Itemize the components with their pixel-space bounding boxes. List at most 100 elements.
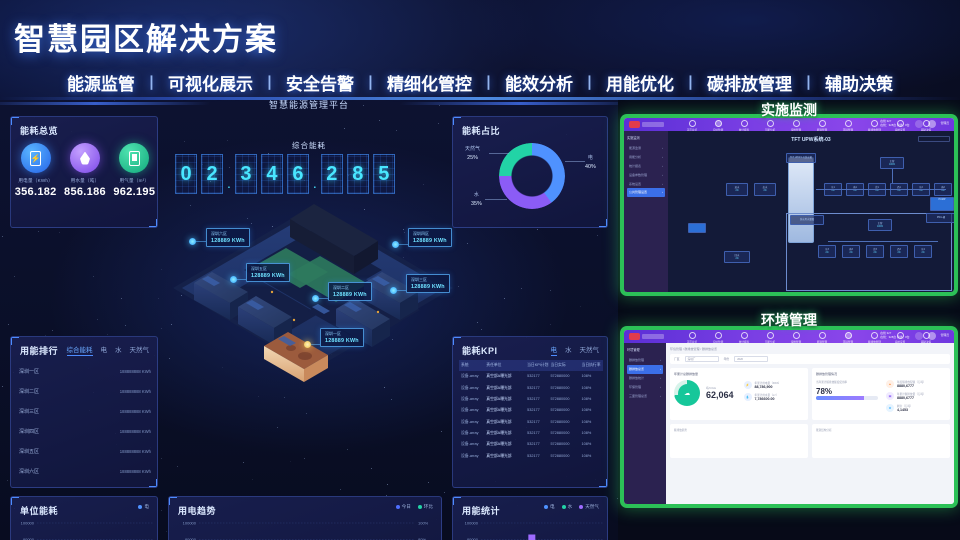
metric-row: ⚡ 年累计用电量（KWh） 88,786,900 [744, 381, 781, 389]
sidebar-item[interactable]: 碳排放管理 › [627, 356, 663, 365]
notification-bell-icon[interactable] [915, 332, 923, 340]
app-nav-item[interactable]: 统计报表 [738, 332, 750, 344]
app-nav-item[interactable]: 碳排放管理 [868, 332, 880, 344]
ranking-row: 深圳二区 188888888 KWh [11, 381, 158, 401]
table-cell: 真空部A曝光部 [486, 408, 527, 413]
table-cell: 设备-array [461, 442, 486, 447]
table-cell: 108% [582, 386, 601, 391]
ranking-tabs[interactable]: 综合能耗电水天然气 [67, 344, 150, 356]
table-cell: 532177 [527, 420, 550, 425]
plant-select[interactable]: 深圳厂 [685, 356, 719, 362]
legend-label: 天然气 [585, 504, 599, 510]
avatar[interactable] [928, 332, 936, 340]
sidebar-items[interactable]: 碳排放管理 › 碳排放总览 › 碳排放统计 › 环保管理 › 三废管理总览 › [627, 356, 663, 400]
app-nav-item[interactable]: 实时监测 [712, 120, 724, 132]
app-nav-item[interactable]: 实时监测 [712, 332, 724, 344]
year-select[interactable]: 2020 [734, 356, 768, 362]
notification-bell-icon[interactable] [915, 120, 923, 128]
sidebar-items[interactable]: 能源监测 › 用能分析 › 统计报表 › 设备参数管理 › 系统设置 › 公共管理设置 › [627, 144, 665, 197]
sidebar-item[interactable]: 碳排放统计 › [627, 374, 663, 383]
map-marker-1[interactable]: 深圳六区 128889 KWh [206, 228, 250, 247]
table-cell: 572880000 [550, 374, 581, 379]
sidebar-item[interactable]: 统计报表 › [627, 162, 665, 171]
app-name [642, 334, 664, 339]
sidebar-item[interactable]: 三废管理总览 › [627, 391, 663, 400]
leaf-icon: ✿ [886, 404, 894, 412]
screenshot-root: 智慧园区解决方案 能源监管丨可视化展示丨安全告警丨精细化管控丨能效分析丨用能优化… [0, 0, 960, 540]
app-nav-item[interactable]: 能源管理 [816, 332, 828, 344]
app-nav-item[interactable]: 环境管理 [842, 120, 854, 132]
map-marker-5[interactable]: 深圳四区 128889 KWh [408, 228, 452, 247]
nav-item-5[interactable]: 用能优化 [599, 70, 681, 95]
avatar[interactable] [928, 120, 936, 128]
app-nav-item[interactable]: 首页总览 [686, 120, 698, 132]
map-marker-6[interactable]: 深圳三区 128889 KWh [406, 274, 450, 293]
sidebar-item[interactable]: 碳排放总览 › [627, 365, 663, 374]
gas-icon [119, 143, 149, 173]
ranking-tab[interactable]: 综合能耗 [67, 344, 93, 356]
kpi-tab[interactable]: 水 [565, 344, 572, 356]
chart-legend: 今日 环比 [396, 504, 433, 510]
sidebar-item[interactable]: 环保管理 › [627, 382, 663, 391]
screenshot-monitoring[interactable]: 首页总览 实时监测 统计报表 节能分析 运维管理 能源管理 环境管理 碳排放管理 系统设置 辅助决… [624, 118, 954, 292]
app-nav-item[interactable]: 首页总览 [686, 332, 698, 344]
composite-energy-digits: 02.346.285 [175, 154, 395, 194]
nav-item-2[interactable]: 安全告警 [279, 70, 361, 95]
table-cell: 108% [582, 442, 601, 447]
app-nav-item[interactable]: 节能分析 [764, 332, 776, 344]
nav-item-3[interactable]: 精细化管控 [380, 70, 479, 95]
diagram-node: 回水 x% [724, 251, 750, 263]
digit-2: 3 [235, 154, 257, 194]
app-topbar: 首页总览 实时监测 统计报表 节能分析 运维管理 能源管理 环境管理 碳排放管理 系统设置 辅助决… [624, 330, 954, 343]
sidebar-item[interactable]: 用能分析 › [627, 153, 665, 162]
app-nav-item[interactable]: 统计报表 [738, 120, 750, 132]
app-logo-icon [629, 121, 640, 128]
table-cell: 532177 [527, 408, 550, 413]
ranking-tab[interactable]: 水 [115, 344, 122, 356]
nav-item-1[interactable]: 可视化展示 [161, 70, 260, 95]
app-nav-item[interactable]: 运维管理 [790, 332, 802, 344]
kpi-tab[interactable]: 天然气 [580, 344, 600, 356]
ranking-tab[interactable]: 电 [101, 344, 108, 356]
filter-bar[interactable]: 厂区 深圳厂 年份 2020 [670, 354, 950, 364]
screenshot-environment[interactable]: 首页总览 实时监测 统计报表 节能分析 运维管理 能源管理 环境管理 碳排放管理 系统设置 辅助决… [624, 330, 954, 504]
table-cell: 532177 [527, 397, 550, 402]
app-nav-item[interactable]: 能源管理 [816, 120, 828, 132]
sidebar-item[interactable]: 设备参数管理 › [627, 170, 665, 179]
nav-item-4[interactable]: 能效分析 [498, 70, 580, 95]
ranking-tab[interactable]: 天然气 [130, 344, 150, 356]
electricity-icon: ⚡ [744, 381, 752, 389]
app-sidebar: 实施监测 能源监测 › 用能分析 › 统计报表 › 设备参数管理 › 系统设置 › 公共管理设置 › [624, 131, 668, 292]
table-cell: 真空部A曝光部 [486, 374, 527, 379]
kpi-tabs[interactable]: 电 水天然气 [551, 344, 600, 356]
marker-value: 128889 KWh [211, 238, 245, 244]
sidebar-item[interactable]: 能源监测 › [627, 144, 665, 153]
table-cell: 572880000 [550, 386, 581, 391]
ranking-bar-track [45, 428, 117, 435]
app-nav-item[interactable]: 运维管理 [790, 120, 802, 132]
nav-item-7[interactable]: 辅助决策 [818, 70, 900, 95]
diagram-pump: PUMP [930, 197, 954, 211]
panel-energy-kpi: 能耗KPI 电水天然气 系统 责任单位 当日KPI计划 当日实际 当日执行率 设备-ar… [452, 336, 608, 488]
kpi-tab[interactable]: 电 [551, 344, 558, 356]
app-sidebar: 环境管理 碳排放管理 › 碳排放总览 › 碳排放统计 › 环保管理 › 三废管理总览 › [624, 343, 666, 504]
map-marker-3[interactable]: 深圳二区 128889 KWh [328, 282, 372, 301]
app-nav-item[interactable]: 节能分析 [764, 120, 776, 132]
ranking-name: 深圳五区 [19, 448, 45, 455]
panel-unit-consumption: 单位能耗 电 0200004000060000800001000001月2月3月… [10, 496, 158, 540]
metric-row: ▣ 年累计碳排放量（万吨） 8880,6777 [886, 392, 926, 400]
map-marker-4[interactable]: 深圳一区 128889 KWh [320, 328, 364, 347]
nav-item-0[interactable]: 能源监管 [60, 70, 142, 95]
nav-item-6[interactable]: 碳排放管理 [700, 70, 799, 95]
sidebar-item[interactable]: 系统设置 › [627, 179, 665, 188]
slice-value: 25% [465, 154, 480, 162]
app-nav-item[interactable]: 环境管理 [842, 332, 854, 344]
system-select[interactable] [918, 136, 950, 142]
card-title: 碳排放趋势 [674, 428, 804, 432]
map-marker-2[interactable]: 深圳五区 128889 KWh [246, 263, 290, 282]
chevron-down-icon: › [662, 164, 663, 168]
ranking-bar-track [45, 468, 117, 475]
metric-value: 856.186 [63, 186, 107, 198]
sidebar-item[interactable]: 公共管理设置 › [627, 188, 665, 197]
app-nav-item[interactable]: 碳排放管理 [868, 120, 880, 132]
